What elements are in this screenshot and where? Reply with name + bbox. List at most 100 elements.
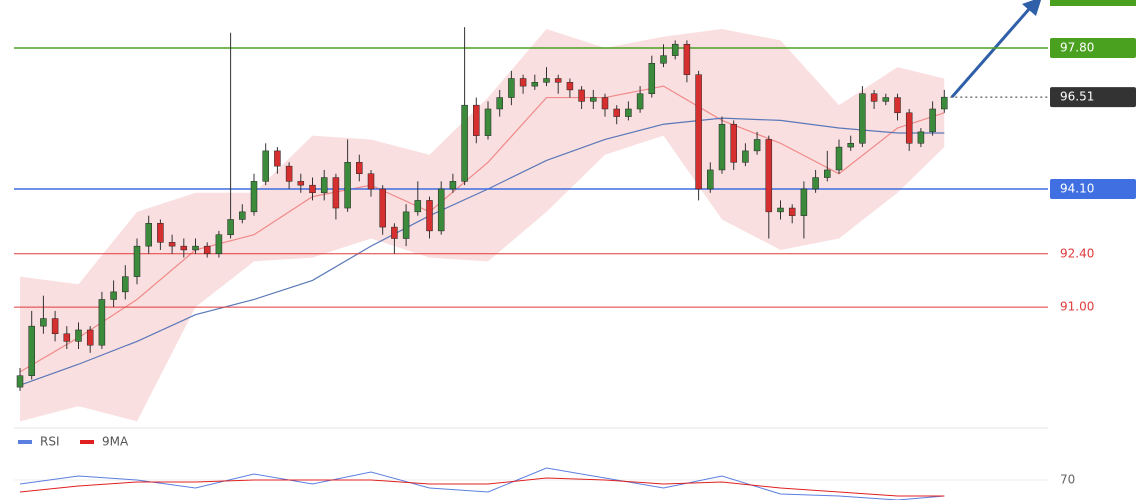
rsi-line — [19, 467, 945, 500]
candle-body — [426, 200, 433, 232]
candle-body — [788, 207, 796, 216]
candle-body — [414, 200, 422, 213]
candle-body — [765, 139, 773, 213]
candle-body — [812, 177, 819, 190]
candle-body — [800, 188, 808, 216]
candle-body — [28, 325, 35, 376]
level-label: 92.40 — [1060, 246, 1094, 260]
bollinger-band — [20, 28, 945, 422]
candle-body — [63, 333, 71, 342]
candle-body — [332, 177, 340, 209]
candle-body — [929, 108, 936, 133]
level-box — [1050, 87, 1136, 108]
candle-body — [297, 181, 305, 186]
candle-body — [917, 131, 925, 144]
candle-body — [320, 177, 328, 194]
candle-body — [742, 150, 749, 163]
candle-body — [157, 223, 164, 243]
candle-body — [285, 165, 293, 182]
candle-body — [508, 78, 515, 98]
candle-body — [367, 173, 375, 190]
candle-body — [110, 291, 117, 300]
candle-body — [168, 242, 176, 247]
candle-body — [753, 139, 761, 152]
level-box — [1050, 178, 1136, 199]
candle-body — [824, 169, 831, 178]
candle-body — [730, 123, 737, 163]
candle-body — [707, 169, 714, 190]
candle-body — [51, 318, 59, 335]
candle-body — [671, 43, 679, 56]
rsi-line — [19, 477, 945, 497]
candle-body — [636, 93, 644, 110]
candle-body — [660, 55, 667, 64]
candle-body — [437, 188, 445, 232]
candle-body — [613, 108, 620, 117]
candle-body — [227, 219, 234, 235]
level-label: 94.10 — [1060, 181, 1094, 195]
candle-body — [122, 276, 129, 293]
forecast-arrowhead — [1022, 0, 1042, 16]
target-box — [1050, 0, 1136, 6]
level-label: 91.00 — [1060, 300, 1094, 314]
candle-body — [835, 146, 843, 171]
candle-body — [16, 375, 24, 388]
candle-body — [180, 245, 188, 251]
candle-body — [215, 234, 223, 255]
candle-body — [98, 299, 106, 346]
candle-body — [473, 104, 480, 136]
price-pane: 97.80 96.51 94.10 92.40 91.00 — [14, 27, 1136, 422]
legend-swatch — [80, 440, 94, 444]
candle-body — [145, 223, 152, 247]
candle-body — [894, 97, 901, 114]
candle-body — [75, 329, 82, 342]
candle-body — [554, 78, 562, 83]
candle-body — [941, 96, 948, 110]
candle-body — [192, 245, 199, 251]
candle-body — [344, 162, 351, 209]
candle-body — [905, 112, 913, 144]
candle-body — [309, 184, 316, 194]
candle-body — [239, 211, 246, 220]
candle-body — [601, 97, 609, 110]
rsi-pane: 70 RSI 9MA — [14, 435, 1075, 500]
y-tick-label: 70 — [1060, 473, 1075, 487]
forecast-arrow — [950, 7, 1032, 98]
candle-body — [262, 150, 269, 182]
candle-body — [133, 245, 141, 277]
candle-body — [86, 329, 94, 346]
candle-body — [695, 74, 702, 190]
candle-body — [590, 97, 597, 102]
candle-body — [777, 207, 784, 213]
candle-body — [402, 211, 410, 239]
legend-swatch — [18, 440, 32, 444]
candle-body — [882, 97, 890, 102]
moving-average — [19, 85, 945, 373]
level-box — [1050, 38, 1136, 59]
candle-body — [531, 82, 539, 87]
candle-body — [484, 108, 492, 136]
legend-label: RSI — [40, 435, 60, 449]
candle-body — [718, 123, 726, 171]
candle-body — [648, 63, 656, 94]
candle-body — [356, 162, 363, 175]
candle-body — [519, 78, 527, 87]
candle-body — [496, 97, 503, 110]
candle-body — [566, 82, 574, 91]
candle-body — [578, 89, 585, 102]
candle-body — [683, 43, 691, 75]
candle-body — [391, 226, 398, 239]
candle-body — [461, 104, 468, 182]
candle-body — [40, 318, 47, 327]
level-label: 96.51 — [1060, 90, 1094, 104]
candle-body — [274, 150, 281, 167]
candle-body — [379, 188, 386, 228]
candle-body — [250, 181, 258, 213]
candle-body — [625, 108, 632, 117]
candle-body — [449, 181, 457, 190]
legend-label: 9MA — [102, 435, 129, 449]
candle-body — [203, 245, 211, 255]
candle-body — [543, 78, 550, 83]
